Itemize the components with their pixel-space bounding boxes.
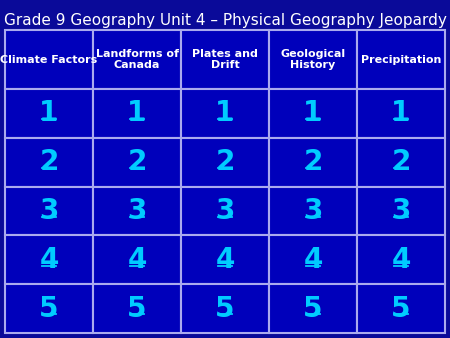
Text: Geological
History: Geological History [280, 49, 346, 70]
Text: 5: 5 [391, 295, 411, 322]
Text: Grade 9 Geography Unit 4 – Physical Geography Jeopardy: Grade 9 Geography Unit 4 – Physical Geog… [4, 13, 446, 27]
Bar [269, 138, 357, 187]
Bar [357, 30, 445, 89]
Bar [5, 30, 93, 89]
Bar [181, 89, 269, 138]
Text: 1: 1 [216, 99, 234, 127]
Text: 1: 1 [303, 99, 323, 127]
Text: Climate Factors: Climate Factors [0, 54, 98, 65]
Text: 4: 4 [303, 246, 323, 274]
Text: Precipitation: Precipitation [361, 54, 441, 65]
Bar [357, 236, 445, 284]
Bar [5, 284, 93, 333]
Bar [93, 236, 181, 284]
Text: 4: 4 [39, 246, 58, 274]
Bar [5, 236, 93, 284]
Bar [181, 187, 269, 236]
Text: Plates and
Drift: Plates and Drift [192, 49, 258, 70]
Bar [181, 284, 269, 333]
Text: 3: 3 [215, 197, 235, 225]
Text: 1: 1 [392, 99, 410, 127]
Bar [181, 30, 269, 89]
Bar [269, 187, 357, 236]
Bar [93, 89, 181, 138]
Text: 2: 2 [303, 148, 323, 176]
Bar [93, 30, 181, 89]
Bar [269, 284, 357, 333]
Bar [357, 89, 445, 138]
Text: Landforms of
Canada: Landforms of Canada [95, 49, 179, 70]
Text: 4: 4 [392, 246, 411, 274]
Bar [5, 89, 93, 138]
Text: 1: 1 [40, 99, 58, 127]
Bar [269, 89, 357, 138]
Text: 2: 2 [39, 148, 58, 176]
Bar [93, 187, 181, 236]
Text: 3: 3 [392, 197, 411, 225]
Bar [357, 187, 445, 236]
Bar [357, 138, 445, 187]
Text: 5: 5 [215, 295, 235, 322]
Text: 5: 5 [303, 295, 323, 322]
Text: 3: 3 [39, 197, 58, 225]
Text: 1: 1 [127, 99, 147, 127]
Bar [357, 284, 445, 333]
Bar [181, 236, 269, 284]
Bar [5, 187, 93, 236]
Bar [269, 236, 357, 284]
Bar [5, 138, 93, 187]
Text: 2: 2 [215, 148, 235, 176]
Bar [181, 138, 269, 187]
Text: 3: 3 [127, 197, 147, 225]
Bar [93, 284, 181, 333]
Bar [93, 138, 181, 187]
Text: 5: 5 [127, 295, 147, 322]
Bar [269, 30, 357, 89]
Text: 4: 4 [215, 246, 235, 274]
Text: 5: 5 [39, 295, 59, 322]
Text: 2: 2 [392, 148, 411, 176]
Text: 4: 4 [127, 246, 147, 274]
Text: 3: 3 [303, 197, 323, 225]
Text: 2: 2 [127, 148, 147, 176]
